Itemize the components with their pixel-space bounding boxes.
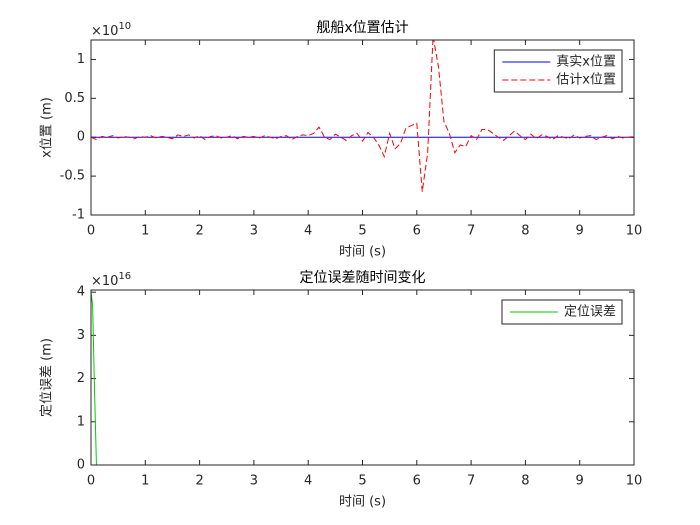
- x-tick-label: 7: [467, 474, 475, 489]
- x-tick-label: 10: [626, 224, 643, 239]
- x-tick-label: 3: [250, 474, 258, 489]
- y-multiplier-exponent: 16: [118, 271, 131, 282]
- data-line: [91, 292, 634, 465]
- legend-box: [493, 49, 623, 93]
- y-multiplier: ×1016: [91, 271, 131, 289]
- axes-box: [90, 39, 635, 216]
- chart-title: 舰船x位置估计: [316, 20, 408, 36]
- x-tick-label: 5: [358, 474, 366, 489]
- x-tick-label: 5: [358, 224, 366, 239]
- y-tick-label: -0.5: [60, 169, 85, 184]
- x-tick-label: 2: [195, 474, 203, 489]
- chart-title: 定位误差随时间变化: [300, 270, 426, 286]
- y-multiplier: ×1010: [91, 21, 131, 39]
- y-axis-label: x位置 (m): [40, 97, 55, 158]
- x-tick-label: 8: [521, 474, 529, 489]
- x-tick-label: 1: [141, 474, 149, 489]
- x-tick-label: 6: [413, 224, 421, 239]
- x-tick-label: 6: [413, 474, 421, 489]
- y-tick-label: 3: [77, 328, 85, 343]
- x-axis-label: 时间 (s): [339, 495, 386, 510]
- y-tick-label: 0: [77, 130, 85, 145]
- x-axis-label: 时间 (s): [339, 245, 386, 260]
- y-tick-label: 1: [77, 414, 85, 429]
- x-tick-label: 4: [304, 474, 312, 489]
- x-tick-label: 10: [626, 474, 643, 489]
- legend-label: 真实x位置: [556, 55, 616, 70]
- legend-label: 估计x位置: [556, 73, 616, 88]
- legend: 定位误差: [501, 299, 623, 325]
- y-multiplier-exponent: 10: [118, 21, 131, 32]
- axes-box: [90, 289, 635, 466]
- x-tick-label: 0: [87, 474, 95, 489]
- y-tick-label: 1: [77, 52, 85, 67]
- x-tick-label: 1: [141, 224, 149, 239]
- y-tick-label: 2: [77, 371, 85, 386]
- x-tick-label: 7: [467, 224, 475, 239]
- x-tick-label: 4: [304, 224, 312, 239]
- y-multiplier-base: ×10: [91, 24, 118, 39]
- data-line: [91, 40, 634, 192]
- x-tick-label: 2: [195, 224, 203, 239]
- x-tick-label: 9: [576, 224, 584, 239]
- y-axis-label: 定位误差 (m): [40, 338, 55, 417]
- x-tick-label: 0: [87, 224, 95, 239]
- x-tick-label: 3: [250, 224, 258, 239]
- y-tick-label: 0: [77, 458, 85, 473]
- y-tick-label: 4: [77, 285, 85, 300]
- legend-label: 定位误差: [564, 305, 616, 320]
- y-tick-label: 0.5: [64, 91, 85, 106]
- x-tick-label: 9: [576, 474, 584, 489]
- x-tick-label: 8: [521, 224, 529, 239]
- y-tick-label: -1: [72, 208, 85, 223]
- y-multiplier-base: ×10: [91, 274, 118, 289]
